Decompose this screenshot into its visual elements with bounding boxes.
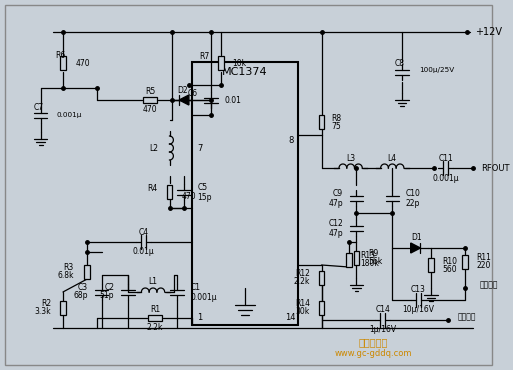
Text: D1: D1 [411,232,422,242]
Text: 1: 1 [197,313,202,323]
Text: +12V: +12V [475,27,502,37]
Text: 0.01: 0.01 [225,95,242,104]
Text: R1: R1 [150,305,160,313]
Polygon shape [179,95,189,105]
Text: 470: 470 [143,104,157,114]
Text: C6: C6 [187,88,198,98]
Text: 180k: 180k [360,259,379,269]
Bar [143,97,157,103]
Bar [148,315,162,321]
Text: 0.001μ: 0.001μ [191,293,218,302]
Text: C11: C11 [438,154,453,162]
Text: C7: C7 [34,102,44,111]
Bar [346,253,351,267]
Text: 30k: 30k [295,307,310,316]
Text: R6: R6 [55,50,65,60]
Text: 47p: 47p [328,229,343,238]
Text: 2.2k: 2.2k [147,323,163,332]
Text: C10: C10 [406,188,421,198]
Text: D2: D2 [177,85,187,94]
Text: R8: R8 [331,114,341,122]
Text: R7: R7 [199,51,209,61]
Text: 560: 560 [443,265,457,273]
Bar [353,251,360,265]
Text: 1μ/16V: 1μ/16V [369,326,396,334]
Text: L1: L1 [149,276,157,286]
Text: 伴音信号: 伴音信号 [457,313,476,322]
Text: 56k: 56k [368,258,382,266]
Text: R9: R9 [368,249,378,259]
Text: 470: 470 [75,58,90,67]
Bar [319,301,325,315]
Bar [60,301,66,315]
Text: C9: C9 [333,188,343,198]
Text: C1: C1 [191,283,201,292]
Text: 图像信号: 图像信号 [480,280,498,289]
Text: C13: C13 [411,286,426,295]
Text: C8: C8 [395,58,405,67]
Text: 14: 14 [285,313,296,323]
Text: R14: R14 [295,299,310,309]
Text: R3: R3 [64,263,73,272]
Bar [167,185,172,199]
Text: 15p: 15p [198,192,212,202]
Bar [319,271,325,285]
Text: C2: C2 [104,283,114,293]
Text: 100μ/25V: 100μ/25V [420,67,455,73]
Text: 0.001μ: 0.001μ [56,112,82,118]
Text: MC1374: MC1374 [222,67,268,77]
Text: R10: R10 [443,256,458,266]
Text: R11: R11 [477,253,491,262]
Bar [192,62,299,325]
Bar [60,56,66,70]
Text: 0.001μ: 0.001μ [432,174,459,182]
Text: C12: C12 [328,219,343,228]
Text: 7: 7 [197,144,202,152]
Text: 51p: 51p [100,292,114,300]
Text: R12: R12 [295,269,310,279]
Text: 8: 8 [288,135,293,145]
Polygon shape [411,243,420,253]
Text: 6.8k: 6.8k [57,272,73,280]
Text: L3: L3 [346,154,355,162]
Text: 220: 220 [477,262,491,270]
Text: 68p: 68p [74,292,88,300]
Text: 3.3k: 3.3k [35,307,51,316]
Bar [319,115,325,129]
Text: C4: C4 [139,228,148,236]
Text: C14: C14 [375,306,390,314]
Text: C3: C3 [78,283,88,293]
Text: www.gc-gddq.com: www.gc-gddq.com [334,350,411,359]
Bar [462,255,468,269]
Bar [428,258,434,272]
Text: R5: R5 [145,87,155,95]
Text: R2: R2 [41,299,51,309]
Text: C5: C5 [198,182,208,192]
Text: L2: L2 [149,144,158,152]
Text: 2.2k: 2.2k [293,278,310,286]
Text: 47p: 47p [328,198,343,208]
Text: RFOUT: RFOUT [481,164,510,172]
Text: R4: R4 [148,184,158,192]
Bar [218,56,224,70]
Text: 75: 75 [331,121,341,131]
Text: 470: 470 [181,192,196,201]
Text: R13: R13 [360,252,376,260]
Text: 10k: 10k [232,58,247,67]
Text: 10μ/16V: 10μ/16V [402,306,435,314]
Text: L4: L4 [388,154,397,162]
Text: 22p: 22p [406,198,420,208]
Text: 0.01μ: 0.01μ [132,248,154,256]
Text: 广电电器网: 广电电器网 [358,337,388,347]
Bar [84,265,90,279]
